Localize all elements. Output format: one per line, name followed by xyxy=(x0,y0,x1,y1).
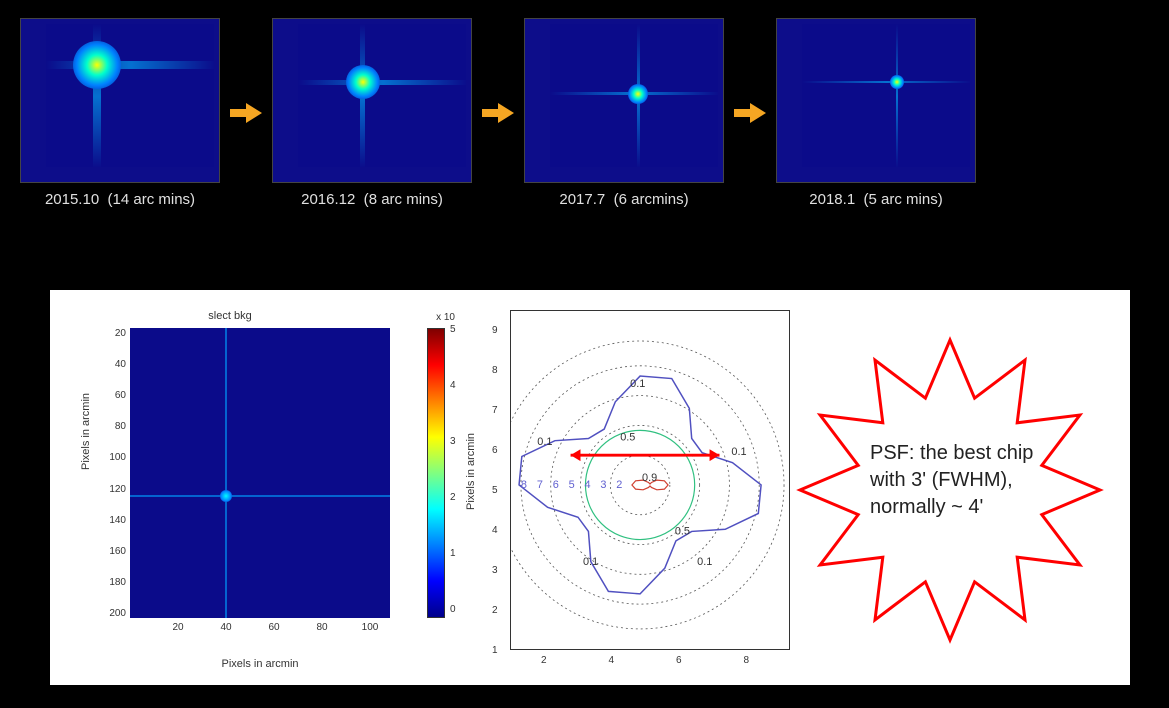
caption-1: 2016.12 (8 arc mins) xyxy=(301,191,443,208)
svg-text:0.1: 0.1 xyxy=(583,556,598,568)
psf-image-2 xyxy=(524,18,724,183)
svg-text:0.1: 0.1 xyxy=(731,446,746,458)
heatmap-ylabel: Pixels in arcmin xyxy=(80,393,92,470)
colorbar: 012345 xyxy=(427,328,445,618)
heatmap-xlabel: Pixels in arcmin xyxy=(130,658,390,670)
heatmap-plot xyxy=(130,328,390,618)
svg-text:3: 3 xyxy=(600,479,606,491)
heatmap-wrap: slect bkg Pixels in arcmin 012345 x 10 P… xyxy=(80,310,480,670)
psf-panel-3: 2018.1 (5 arc mins) xyxy=(776,18,976,208)
svg-text:0.1: 0.1 xyxy=(630,378,645,390)
caption-0: 2015.10 (14 arc mins) xyxy=(45,191,195,208)
contour-wrap: Pixels in arcmin 0.10.10.10.10.10.50.50.… xyxy=(480,310,790,670)
svg-text:0.1: 0.1 xyxy=(697,556,712,568)
svg-text:0.1: 0.1 xyxy=(537,436,552,448)
starburst-text: PSF: the best chip with 3' (FWHM), norma… xyxy=(870,440,1070,521)
arrow-icon xyxy=(230,101,262,125)
psf-image-3 xyxy=(776,18,976,183)
svg-text:4: 4 xyxy=(584,479,590,491)
starburst-callout: PSF: the best chip with 3' (FWHM), norma… xyxy=(790,330,1110,650)
svg-text:6: 6 xyxy=(553,479,559,491)
caption-2: 2017.7 (6 arcmins) xyxy=(559,191,688,208)
arrow-icon xyxy=(734,101,766,125)
psf-panel-1: 2016.12 (8 arc mins) xyxy=(272,18,472,208)
psf-image-1 xyxy=(272,18,472,183)
svg-text:5: 5 xyxy=(569,479,575,491)
svg-text:8: 8 xyxy=(521,479,527,491)
contour-ylabel: Pixels in arcmin xyxy=(465,433,477,510)
caption-3: 2018.1 (5 arc mins) xyxy=(809,191,942,208)
svg-text:0.9: 0.9 xyxy=(642,472,657,484)
svg-text:0.5: 0.5 xyxy=(620,431,635,443)
svg-text:0.5: 0.5 xyxy=(675,526,690,538)
top-row: 2015.10 (14 arc mins) 2016.12 (8 arc min… xyxy=(20,8,1150,218)
psf-image-0 xyxy=(20,18,220,183)
heatmap-title: slect bkg xyxy=(80,310,380,322)
psf-panel-2: 2017.7 (6 arcmins) xyxy=(524,18,724,208)
colorbar-title: x 10 xyxy=(436,312,455,323)
contour-plot: 0.1 0.1 0.1 0.1 0.1 0.5 0.5 0.9 8765432 xyxy=(510,310,790,650)
bottom-panel: slect bkg Pixels in arcmin 012345 x 10 P… xyxy=(50,290,1130,685)
svg-text:7: 7 xyxy=(537,479,543,491)
psf-panel-0: 2015.10 (14 arc mins) xyxy=(20,18,220,208)
svg-text:2: 2 xyxy=(616,479,622,491)
arrow-icon xyxy=(482,101,514,125)
